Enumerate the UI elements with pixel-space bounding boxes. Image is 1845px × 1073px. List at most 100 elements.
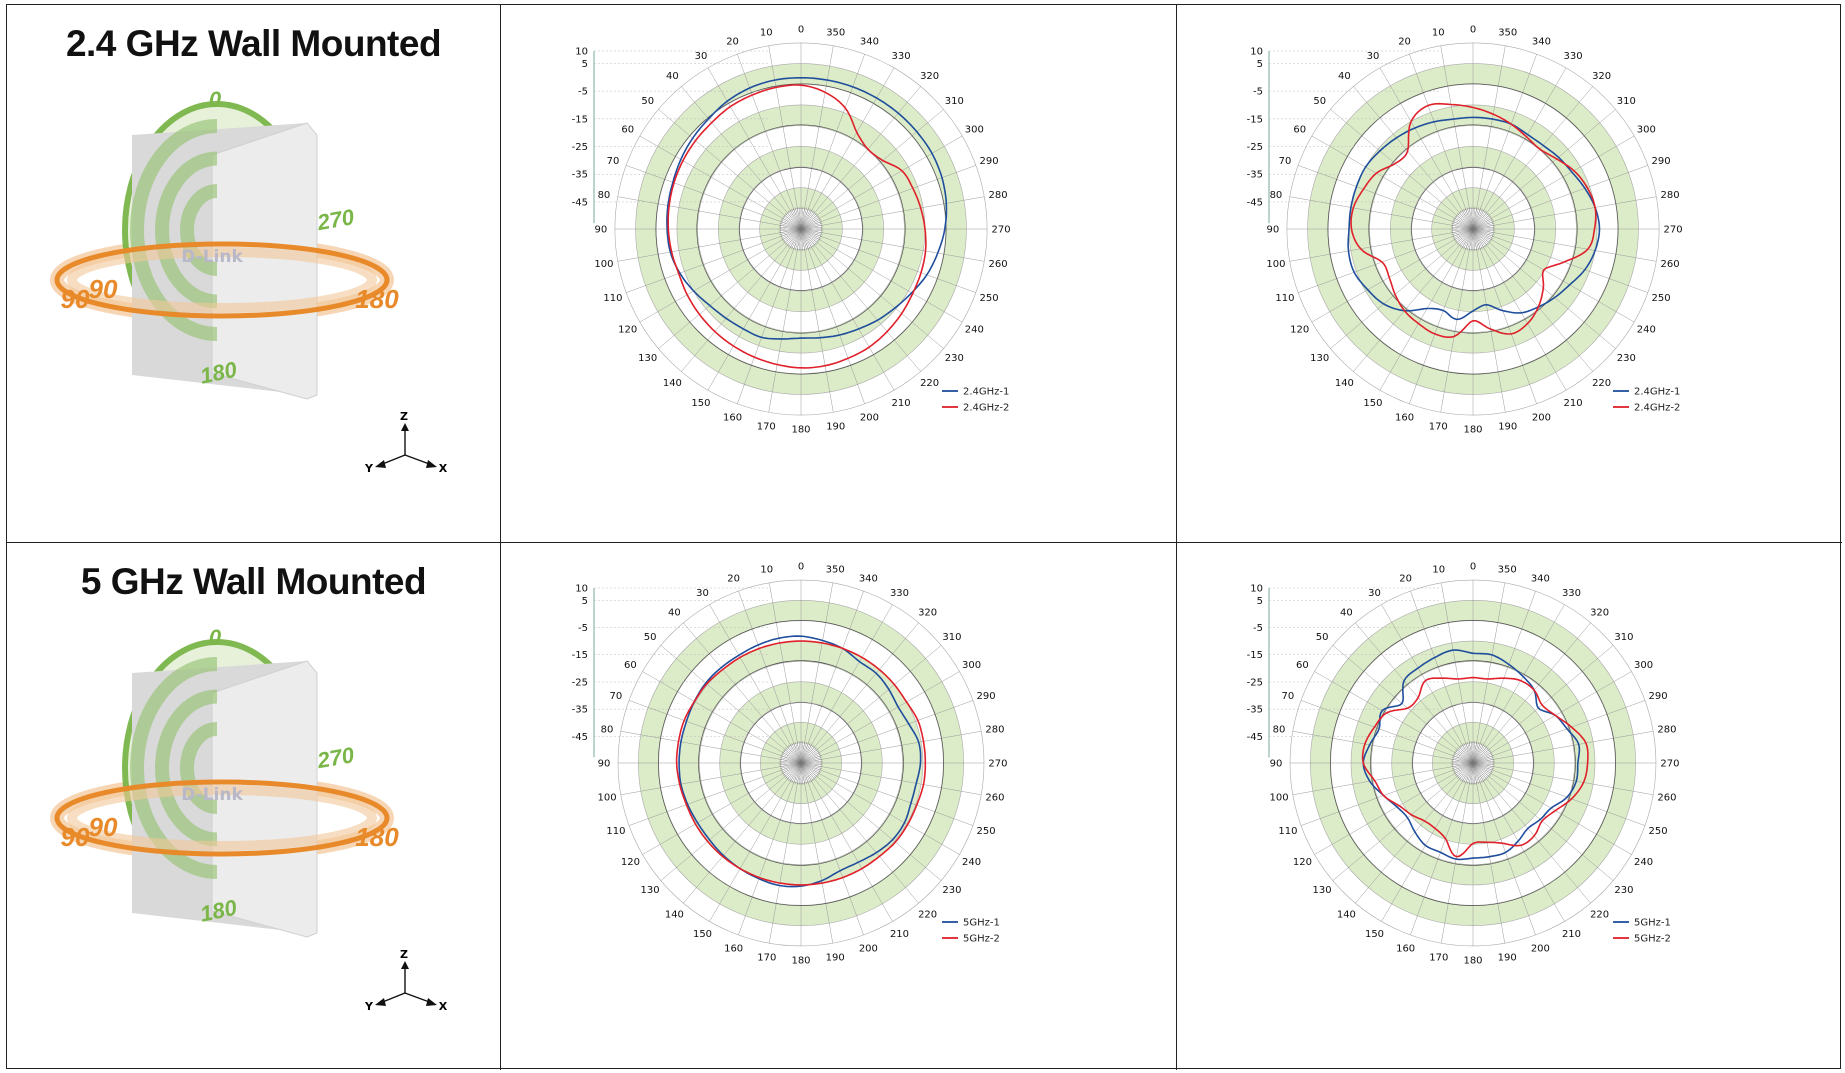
angle-tick-label: 190	[826, 422, 845, 433]
polar-center-spoke	[1472, 741, 1479, 764]
polar-center-spoke	[1460, 210, 1474, 230]
polar-center-spoke	[780, 219, 802, 230]
polar-center-spoke	[1470, 741, 1474, 764]
angle-tick-label: 220	[1592, 378, 1611, 389]
angle-tick-label: 340	[859, 573, 878, 584]
polar-spoke	[642, 770, 789, 855]
polar-spoke	[1300, 767, 1460, 826]
polar-center-spoke	[1453, 228, 1474, 241]
chart-legend: 2.4GHz-1 2.4GHz-2	[1613, 387, 1680, 414]
polar-center-spoke	[1451, 221, 1474, 230]
polar-spoke	[1475, 582, 1506, 749]
polar-center-spoke	[781, 762, 802, 775]
angle-tick-label: 280	[985, 724, 1004, 735]
angle-tick-label: 50	[644, 632, 657, 643]
xyz-axes-indicator: Z X Y	[364, 948, 448, 1013]
angle-tick-label: 300	[1634, 660, 1653, 671]
polar-spoke	[1485, 236, 1635, 323]
polar-center-spoke	[800, 762, 823, 769]
angle-tick-label: 200	[1532, 413, 1551, 424]
polar-center-spoke	[786, 211, 802, 230]
polar-center-spoke	[791, 228, 802, 250]
polar-spoke	[1487, 231, 1657, 262]
horizontal-pattern-glow	[67, 785, 377, 851]
polar-grid-circle	[698, 660, 904, 866]
polar-center-spoke	[781, 751, 802, 764]
polar-center-spoke	[800, 762, 814, 782]
angle-tick-label: 200	[1531, 944, 1550, 955]
polar-center-spoke	[1472, 206, 1476, 230]
polar-center-spoke	[1454, 216, 1474, 230]
polar-spoke	[1311, 236, 1461, 323]
polar-center-spoke	[782, 228, 802, 242]
label-vertical-0: 0	[209, 87, 222, 112]
polar-center-spoke	[1463, 228, 1474, 250]
polar-spoke	[707, 67, 794, 217]
angle-tick-label: 260	[1661, 259, 1680, 270]
polar-spoke	[813, 135, 963, 222]
polar-center-spoke	[1467, 741, 1474, 764]
polar-center-spoke	[1453, 753, 1474, 764]
polar-center-spoke	[784, 762, 802, 778]
polar-grid-circle	[1412, 702, 1534, 824]
polar-center-spoke	[1472, 228, 1493, 241]
angle-tick-label: 110	[606, 826, 625, 837]
radial-tick-label: -25	[572, 142, 588, 153]
polar-center-spoke	[1472, 228, 1485, 249]
polar-spoke	[810, 622, 919, 752]
polar-center-spoke	[1472, 742, 1481, 764]
angle-tick-label: 100	[597, 793, 616, 804]
x-axis-arrow	[426, 460, 437, 468]
polar-center-spoke	[800, 762, 823, 768]
radial-tick-label: -15	[572, 650, 588, 661]
polar-center-spoke	[778, 226, 802, 230]
polar-center-spoke	[782, 216, 802, 230]
angle-tick-label: 180	[791, 425, 810, 436]
dlink-logo: D-Link	[181, 785, 243, 805]
polar-grid-circle	[1411, 167, 1535, 291]
polar-chart-2g-a: 0 10 20 30 40 50 60 70 80 90 100 110 120 130 140 150 160…	[572, 24, 1011, 436]
polar-center-spoke	[785, 213, 802, 230]
radial-tick-label: -25	[1247, 142, 1263, 153]
polar-center-spoke	[1453, 751, 1474, 764]
angle-tick-label: 250	[979, 293, 998, 304]
x-axis-label: X	[439, 1000, 448, 1013]
dlink-logo: D-Link	[181, 247, 243, 267]
polar-center-spoke	[781, 753, 802, 764]
series-line-1	[666, 77, 948, 340]
angle-tick-label: 210	[890, 929, 909, 940]
polar-center-spoke	[800, 762, 822, 771]
polar-spoke	[1330, 238, 1462, 349]
polar-spoke	[1486, 767, 1646, 826]
polar-center-spoke	[782, 762, 802, 776]
xyz-axes-indicator: Z X Y	[364, 410, 448, 475]
polar-plot: 0 10 20 30 40 50 60 70 80 90 100 110 120 130 140 150 160…	[1247, 24, 1683, 435]
polar-center-spoke	[778, 224, 802, 230]
polar-center-spoke	[789, 743, 802, 764]
angle-tick-label: 0	[798, 562, 804, 573]
angle-tick-label: 180	[1463, 955, 1482, 966]
polar-spoke	[814, 700, 974, 759]
y-axis-label: Y	[364, 1000, 374, 1013]
angle-tick-label: 70	[1279, 156, 1292, 167]
polar-center-spoke	[1460, 228, 1474, 248]
polar-center-spoke	[1472, 208, 1483, 230]
polar-center-spoke	[1472, 210, 1486, 230]
polar-spoke	[803, 777, 834, 944]
polar-center-spoke	[1460, 762, 1474, 782]
radial-tick-label: -25	[572, 677, 588, 688]
label-horizontal-90-inner: 90	[89, 812, 118, 842]
angle-tick-label: 40	[1338, 71, 1351, 82]
polar-spoke	[1440, 243, 1471, 413]
polar-spoke	[808, 604, 893, 751]
polar-spoke	[805, 54, 865, 216]
polar-spoke	[709, 604, 794, 751]
angle-tick-label: 330	[890, 588, 909, 599]
polar-center-spoke	[1468, 206, 1474, 230]
polar-center-spoke	[1450, 228, 1474, 232]
radial-tick-label: -35	[572, 170, 588, 181]
polar-spoke	[1486, 233, 1648, 293]
radial-tick-label: -35	[1247, 170, 1263, 181]
x-axis-label: X	[439, 462, 448, 475]
polar-plot: 0 10 20 30 40 50 60 70 80 90 100 110 120 130 140 150 160…	[572, 562, 1008, 967]
